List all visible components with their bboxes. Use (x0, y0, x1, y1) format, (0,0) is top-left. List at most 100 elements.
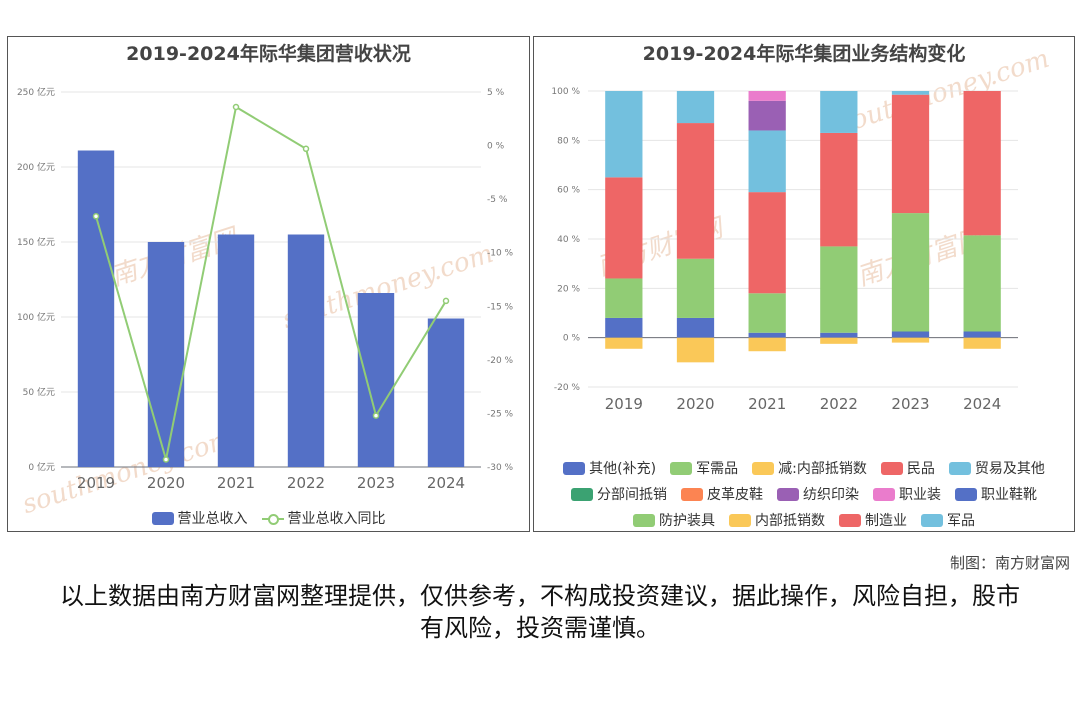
legend-label: 纺织印染 (803, 487, 859, 503)
yoy-line (95, 105, 447, 460)
legend-item[interactable]: 其他(补充) (563, 458, 656, 478)
legend-item[interactable]: 职业鞋靴 (955, 484, 1037, 504)
business-structure-panel: 2019-2024年际华集团业务结构变化 南方财富网 南方财富网 southmo… (533, 36, 1075, 532)
stacked-bar-segment (820, 91, 858, 133)
y-tick-label: 200 亿元 (17, 161, 55, 173)
stacked-bar-segment (748, 332, 786, 338)
y2-tick-label: 5 % (487, 88, 505, 98)
yoy-point (92, 213, 100, 220)
y-tick-label: 100 亿元 (17, 311, 55, 323)
legend-label: 皮革皮鞋 (707, 487, 763, 503)
stacked-bar-segment (676, 337, 715, 363)
legend-item-revenue-yoy[interactable]: 营业总收入同比 (261, 508, 386, 528)
legend-label: 营业总收入同比 (287, 511, 386, 527)
yoy-point (442, 297, 450, 305)
legend-item[interactable]: 纺织印染 (777, 484, 859, 504)
stacked-bar-segment (748, 192, 786, 294)
y-tick-label: 40 % (557, 235, 580, 245)
stacked-bar-segment (891, 94, 930, 214)
stacked-bar-segment (605, 317, 643, 338)
legend-item[interactable]: 军品 (921, 510, 975, 530)
x-tick-label: 2021 (748, 395, 786, 413)
stacked-bar-segment (891, 213, 930, 332)
y2-tick-label: -30 % (487, 463, 514, 473)
revenue-bar (217, 234, 255, 467)
business-structure-chart: -20 % 0 % 20 % 40 % 60 % 80 % 100 % 2019 2020 202… (551, 87, 1018, 413)
yoy-point (162, 456, 170, 463)
stacked-bar-segment (891, 91, 930, 95)
y-tick-label: 100 % (551, 87, 580, 97)
legend-swatch (955, 487, 977, 501)
stacked-bar-segment (963, 235, 1001, 332)
y-tick-label: 0 亿元 (28, 461, 55, 473)
stacked-bar-segment (963, 331, 1001, 338)
stacked-bar-segment (676, 91, 715, 124)
legend-item[interactable]: 贸易及其他 (948, 458, 1045, 478)
y2-tick-label: -15 % (487, 302, 514, 312)
legend-swatch (948, 461, 971, 475)
legend-item[interactable]: 防护装具 (633, 510, 715, 530)
y-tick-label: 250 亿元 (17, 86, 55, 98)
y-tick-label: 80 % (557, 136, 580, 146)
legend-swatch (681, 487, 703, 501)
yoy-point (302, 145, 310, 153)
legend-swatch (670, 461, 693, 475)
legend-item[interactable]: 减:内部抵销数 (752, 458, 867, 478)
legend-item[interactable]: 制造业 (839, 510, 907, 530)
legend-item[interactable]: 军需品 (670, 458, 738, 478)
legend-item[interactable]: 皮革皮鞋 (681, 484, 763, 504)
disclaimer-text: 以上数据由南方财富网整理提供，仅供参考，不构成投资建议，据此操作，风险自担，股市… (60, 582, 1020, 642)
x-tick-label: 2019 (605, 395, 643, 413)
legend-label: 其他(补充) (589, 461, 657, 477)
y-tick-label: 0 % (563, 334, 581, 344)
stacked-bar-segment (891, 337, 930, 343)
stacked-bar-segment (891, 331, 930, 338)
legend-swatch (880, 461, 903, 475)
legend-swatch (261, 512, 284, 525)
x-tick-label: 2020 (147, 474, 185, 492)
legend-swatch (571, 487, 593, 501)
x-tick-label: 2024 (427, 474, 465, 492)
stacked-bar-segment (605, 91, 643, 178)
stacked-bar-segment (820, 337, 858, 344)
stacked-bar-segment (605, 177, 643, 279)
y2-tick-label: -25 % (487, 409, 514, 419)
legend-label: 分部间抵销 (597, 487, 667, 503)
x-tick-label: 2019 (77, 474, 115, 492)
revenue-chart: 0 亿元 50 亿元 100 亿元 150 亿元 200 亿元 250 亿元 -30 % -2… (17, 86, 514, 492)
legend-label: 民品 (906, 461, 935, 477)
legend-swatch (921, 513, 943, 527)
revenue-chart-title: 2019-2024年际华集团营收状况 (126, 43, 411, 65)
legend-label: 营业总收入 (177, 511, 248, 527)
legend-item[interactable]: 职业装 (873, 484, 941, 504)
revenue-bar (77, 150, 115, 467)
legend-label: 防护装具 (659, 513, 715, 529)
revenue-chart-legend: 营业总收入 营业总收入同比 (8, 508, 529, 531)
legend-label: 职业装 (899, 487, 941, 503)
x-tick-label: 2023 (891, 395, 929, 413)
stacked-bar-segment (748, 293, 786, 333)
legend-item[interactable]: 民品 (880, 458, 935, 478)
legend-label: 军品 (947, 513, 975, 529)
y2-tick-label: 0 % (487, 142, 505, 152)
legend-item[interactable]: 分部间抵销 (571, 484, 667, 504)
stacked-bar-segment (820, 332, 858, 338)
stacked-bar-segment (748, 100, 786, 131)
stacked-bar-segment (676, 258, 715, 318)
x-tick-label: 2023 (357, 474, 395, 492)
legend-swatch (151, 511, 174, 525)
legend-swatch (633, 513, 655, 527)
revenue-bar (357, 293, 395, 467)
stacked-bar-segment (963, 91, 1001, 236)
stacked-bar-segment (605, 337, 643, 349)
stacked-bar-segment (820, 132, 858, 247)
yoy-point (372, 412, 380, 419)
legend-label: 职业鞋靴 (981, 487, 1037, 503)
revenue-bar (287, 234, 325, 467)
yoy-point (232, 103, 240, 111)
legend-item[interactable]: 内部抵销数 (729, 510, 825, 530)
legend-item-revenue[interactable]: 营业总收入 (151, 508, 248, 528)
legend-label: 减:内部抵销数 (778, 461, 867, 477)
x-tick-label: 2022 (287, 474, 325, 492)
chart-credit: 制图：南方财富网 (949, 554, 1070, 572)
